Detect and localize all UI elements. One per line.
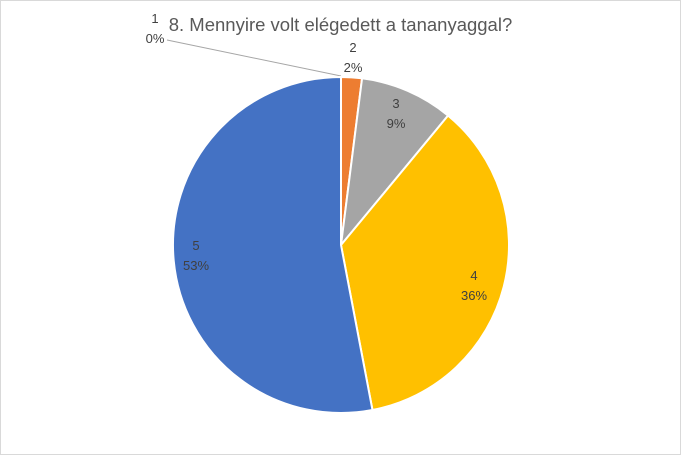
slice-2-percent-label: 2% xyxy=(344,60,363,75)
slice-4-percent-label: 36% xyxy=(461,288,487,303)
slice-2-category-label: 2 xyxy=(349,40,356,55)
slice-1-leader-line xyxy=(166,39,342,77)
slice-4 xyxy=(339,114,511,412)
slice-5-percent-label: 53% xyxy=(183,258,209,273)
slice-3 xyxy=(339,77,450,249)
slice-5-category-label: 5 xyxy=(192,238,199,253)
slice-5 xyxy=(172,75,374,414)
slice-3-percent-label: 9% xyxy=(387,116,406,131)
slice-1-percent-label: 0% xyxy=(146,31,165,46)
chart-title: 8. Mennyire volt elégedett a tananyaggal… xyxy=(168,14,513,35)
slice-3-category-label: 3 xyxy=(392,96,399,111)
slice-4-category-label: 4 xyxy=(470,268,477,283)
slice-1-category-label: 1 xyxy=(151,11,158,26)
